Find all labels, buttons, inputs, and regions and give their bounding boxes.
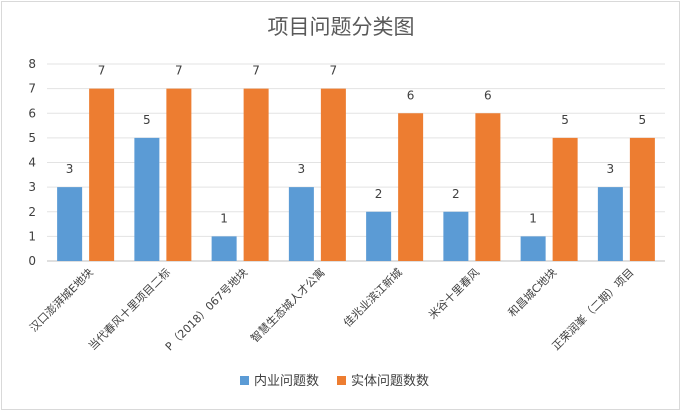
bar-physical — [166, 88, 192, 261]
y-tick-label: 7 — [28, 82, 36, 96]
bar-physical — [398, 113, 424, 261]
bar-internal — [288, 187, 314, 261]
bar-internal — [520, 236, 546, 261]
bar-internal — [366, 211, 392, 261]
legend-label: 内业问题数 — [254, 373, 319, 389]
bar-internal — [597, 187, 623, 261]
data-label: 7 — [330, 64, 338, 78]
bar-internal — [134, 137, 160, 261]
bar-physical — [243, 88, 269, 261]
y-tick-label: 1 — [28, 229, 36, 243]
chart-title: 项目问题分类图 — [268, 15, 415, 39]
category-label: 和昌城C地块 — [506, 266, 560, 320]
legend-label: 实体问题数数 — [351, 374, 429, 389]
y-tick-label: 0 — [28, 254, 36, 268]
y-tick-label: 3 — [28, 180, 36, 194]
category-label: 米谷十里春风 — [425, 265, 482, 322]
y-tick-label: 5 — [28, 131, 36, 145]
category-label: 汉口澎湃城E地块 — [27, 266, 96, 335]
bar-internal — [443, 211, 469, 261]
data-label: 5 — [639, 113, 647, 127]
category-label: 正荣润峯（二期）项目 — [549, 265, 637, 353]
bar-physical — [320, 88, 346, 261]
data-label: 1 — [220, 211, 228, 225]
data-label: 3 — [607, 162, 615, 176]
y-tick-label: 2 — [28, 205, 36, 219]
bar-internal — [57, 187, 83, 261]
bar-physical — [89, 88, 115, 261]
y-tick-label: 6 — [28, 106, 36, 120]
data-label: 3 — [66, 162, 74, 176]
bar-physical — [629, 137, 655, 261]
data-label: 5 — [143, 113, 151, 127]
data-label: 7 — [175, 64, 183, 78]
data-label: 1 — [529, 211, 537, 225]
legend-swatch — [240, 376, 249, 385]
category-label: 佳兆业滨江新城 — [340, 265, 404, 329]
y-tick-label: 4 — [28, 156, 36, 170]
bar-physical — [552, 137, 578, 261]
data-label: 2 — [375, 187, 383, 201]
category-label: 智慧生态城人才公寓 — [248, 265, 328, 345]
data-label: 7 — [252, 64, 260, 78]
data-label: 3 — [298, 162, 306, 176]
data-label: 6 — [484, 88, 492, 102]
data-label: 2 — [452, 187, 460, 201]
legend-swatch — [337, 376, 346, 385]
data-label: 6 — [407, 88, 415, 102]
category-label: 当代春风十里项目二标 — [85, 265, 173, 353]
bar-internal — [211, 236, 237, 261]
data-label: 7 — [98, 64, 106, 78]
bar-physical — [475, 113, 501, 261]
y-tick-label: 8 — [28, 57, 36, 71]
data-label: 5 — [561, 113, 569, 127]
category-label: P（2018）067号地块 — [163, 266, 250, 353]
